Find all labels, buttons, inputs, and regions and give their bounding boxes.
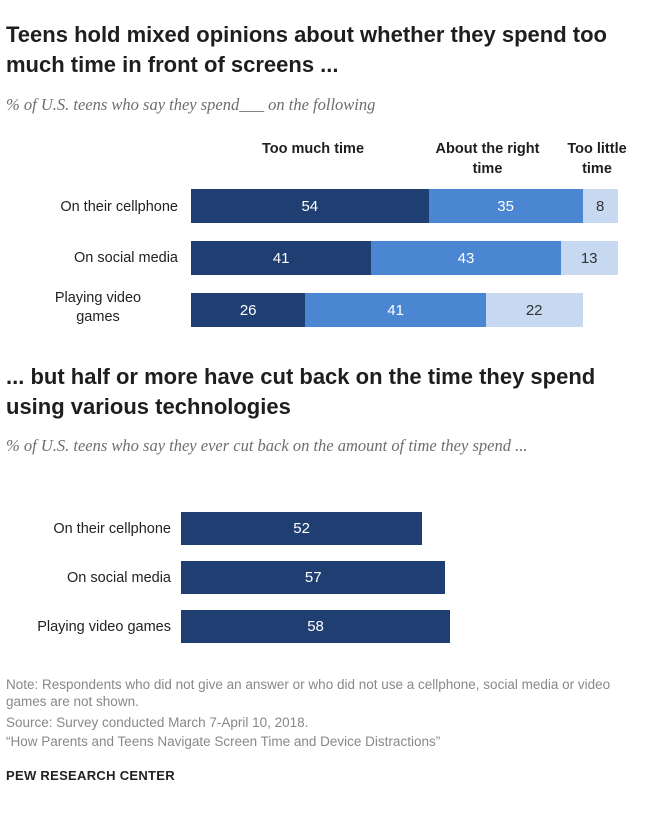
chart-subtitle-1: % of U.S. teens who say they spend___ on… [6,95,376,114]
bar: 58 [181,610,451,643]
bar-segment-too-much: 26 [191,293,306,327]
bar-segment-too-little: 22 [485,293,583,327]
legend-too-much-time: Too much time [261,141,365,157]
legend-too-little-time: Too little time [567,141,627,177]
bar-segment-too-little: 8 [582,189,618,223]
bar-segment-about-right: 41 [305,293,486,327]
bar-row: 54 35 8 [191,189,618,223]
row-label: On their cellphone [53,521,171,537]
chart-title-2: ... but half or more have cut back on th… [6,364,596,419]
chart-note: Note: Respondents who did not give an an… [6,677,611,709]
bar: 52 [181,512,423,545]
report-title: “How Parents and Teens Navigate Screen T… [6,734,441,749]
bar-segment-too-little: 13 [560,241,618,275]
bar-row: 41 43 13 [191,241,618,275]
bar-segment-too-much: 41 [191,241,372,275]
bar-segment-about-right: 43 [371,241,561,275]
row-label: On social media [74,250,178,266]
bar-segment-about-right: 35 [428,189,583,223]
bar-row: 26 41 22 [191,293,583,327]
chart-title-1: Teens hold mixed opinions about whether … [6,22,607,77]
legend-about-right-time: About the right time [435,141,540,177]
pew-logo: PEW RESEARCH CENTER [6,768,175,783]
row-label: On social media [67,570,171,586]
bar-segment-too-much: 54 [191,189,429,223]
row-label: Playing video games [37,619,171,635]
chart-source: Source: Survey conducted March 7-April 1… [6,715,309,730]
chart-subtitle-2: % of U.S. teens who say they ever cut ba… [6,436,528,455]
row-label: Playing video games [54,290,142,325]
bar: 57 [181,561,446,594]
row-label: On their cellphone [60,199,178,215]
